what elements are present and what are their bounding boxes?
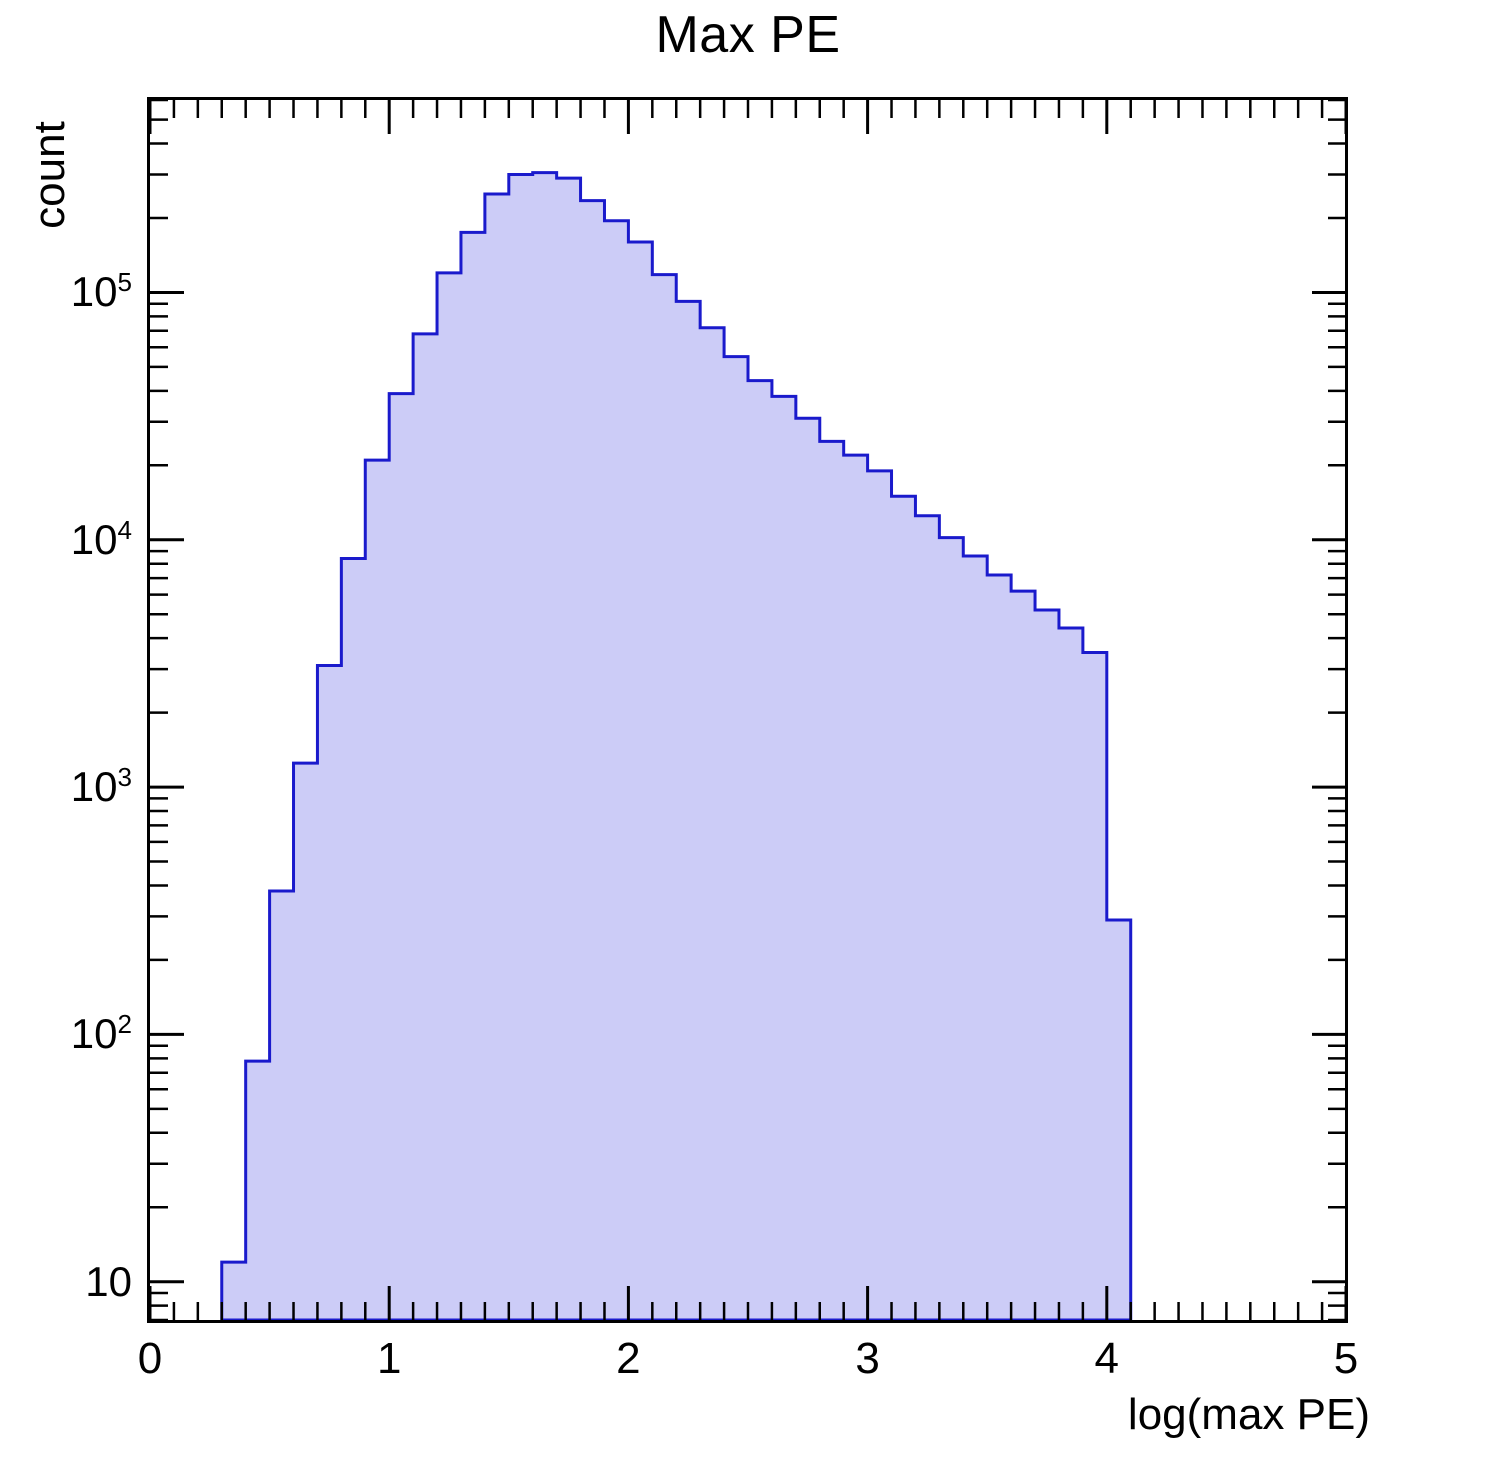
x-tick-label: 4 (1094, 1334, 1120, 1383)
y-tick-label: 104 (70, 514, 132, 563)
y-tick-label: 103 (70, 762, 132, 811)
x-tick-label: 3 (855, 1334, 880, 1383)
x-tick-label: 1 (376, 1334, 402, 1383)
chart-title: Max PE (655, 6, 841, 64)
x-tick-label: 0 (137, 1334, 163, 1383)
x-axis-label: log(max PE) (1127, 1390, 1370, 1439)
x-tick-label: 2 (616, 1334, 641, 1383)
x-tick-label: 5 (1333, 1334, 1359, 1383)
histogram-bars (220, 171, 1133, 1322)
y-tick-label: 10 (85, 1257, 132, 1305)
axis-frame (147, 97, 1348, 1323)
y-tick-label: 102 (70, 1009, 132, 1058)
histogram-outline (220, 171, 1133, 1322)
y-tick-label: 105 (70, 267, 132, 316)
